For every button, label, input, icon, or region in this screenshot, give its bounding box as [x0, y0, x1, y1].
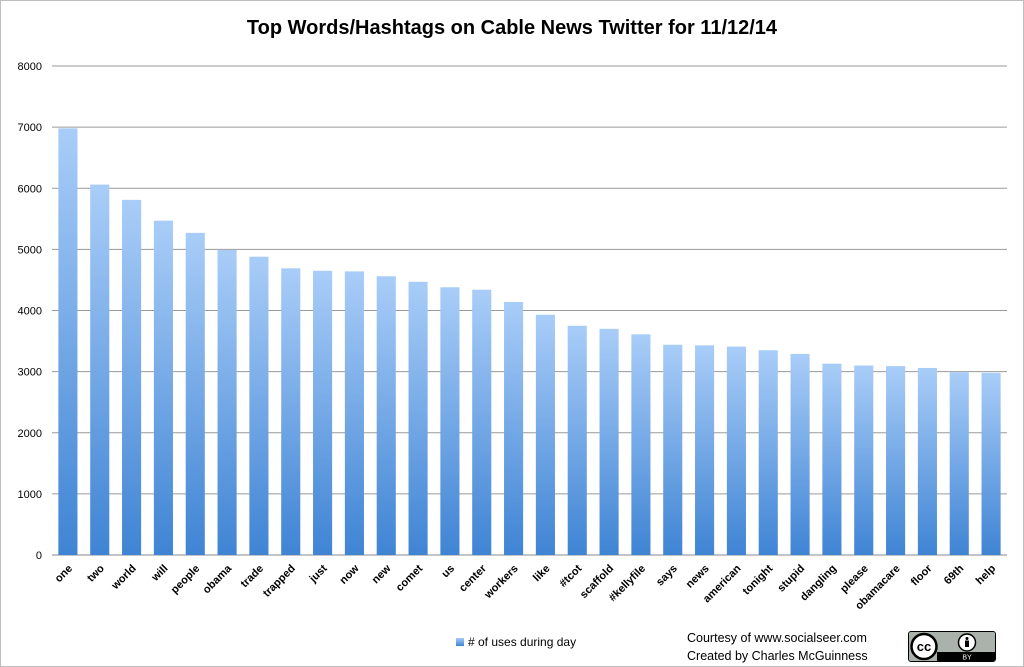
x-tick-label: will	[149, 563, 171, 585]
credits: Courtesy of www.socialseer.com Created b…	[687, 629, 868, 665]
bars	[58, 128, 1001, 556]
bar	[758, 350, 778, 555]
x-tick-label: obama	[201, 562, 235, 596]
cc-license-badge: cc BY	[908, 631, 996, 662]
y-tick-label: 7000	[18, 122, 42, 134]
bar	[599, 328, 619, 555]
bar	[185, 232, 205, 555]
creative-commons-icon: cc	[910, 632, 938, 661]
x-tick-label: workers	[482, 563, 521, 602]
bar	[440, 287, 460, 555]
x-tick-label: floor	[909, 562, 935, 588]
bar	[217, 249, 237, 555]
bar	[726, 346, 746, 555]
chart-title: Top Words/Hashtags on Cable News Twitter…	[246, 17, 778, 39]
x-tick-label: now	[337, 562, 361, 586]
credits-line-created-by: Created by Charles McGuinness	[687, 649, 868, 663]
legend-swatch	[456, 638, 464, 646]
y-tick-label: 3000	[18, 367, 42, 379]
x-tick-label: comet	[394, 562, 426, 594]
bar	[917, 367, 937, 555]
bar	[376, 276, 396, 555]
bar	[153, 220, 173, 556]
y-tick-label: 1000	[18, 489, 42, 501]
bar	[822, 363, 842, 555]
y-axis-ticks: 0 1000 2000 3000 4000 5000 6000 7000 8000	[18, 61, 42, 562]
x-tick-label: one	[53, 563, 75, 585]
x-tick-label: like	[531, 563, 552, 584]
y-tick-label: 4000	[18, 306, 42, 318]
bar	[981, 372, 1001, 555]
legend: # of uses during day	[456, 635, 576, 649]
bar	[535, 314, 555, 555]
x-tick-label: #tcot	[557, 562, 584, 589]
y-tick-label: 8000	[18, 61, 42, 73]
cc-text: cc	[917, 639, 931, 654]
legend-label: # of uses during day	[468, 635, 577, 649]
x-tick-label: people	[169, 563, 203, 597]
bar	[472, 289, 492, 555]
bar	[663, 344, 683, 555]
x-tick-label: world	[109, 563, 139, 593]
x-tick-label: 69th	[942, 562, 967, 587]
x-tick-label: trapped	[261, 563, 298, 600]
y-tick-label: 2000	[18, 428, 42, 440]
gridlines	[52, 65, 1007, 556]
bar	[408, 281, 428, 555]
x-tick-label: help	[974, 562, 999, 587]
x-tick-label: us	[439, 563, 457, 581]
bar	[122, 199, 142, 555]
bar	[790, 353, 810, 555]
attribution-person-icon	[957, 633, 977, 652]
bar	[58, 128, 78, 555]
x-tick-label: trade	[239, 563, 267, 591]
bar	[90, 184, 110, 555]
y-tick-label: 0	[36, 550, 42, 562]
bar	[854, 365, 874, 555]
bar	[631, 334, 651, 555]
x-tick-label: two	[85, 562, 107, 584]
bar	[886, 366, 906, 555]
bar	[567, 325, 587, 555]
x-tick-label: tonight	[741, 562, 776, 597]
y-tick-label: 5000	[18, 244, 42, 256]
x-tick-label: says	[654, 563, 680, 589]
bar	[504, 301, 524, 555]
bar	[281, 268, 301, 555]
x-tick-label: just	[307, 562, 330, 585]
bar	[313, 270, 333, 555]
credits-line-courtesy: Courtesy of www.socialseer.com	[687, 631, 867, 645]
x-tick-label: news	[684, 563, 712, 591]
bar	[949, 372, 969, 555]
bar	[344, 271, 364, 555]
y-tick-label: 6000	[18, 183, 42, 195]
bar-chart: 0 1000 2000 3000 4000 5000 6000 7000 8000 one two…	[18, 61, 1007, 612]
bar	[249, 256, 269, 555]
by-text: BY	[962, 655, 972, 662]
bar	[695, 345, 715, 555]
x-tick-label: new	[370, 562, 394, 586]
